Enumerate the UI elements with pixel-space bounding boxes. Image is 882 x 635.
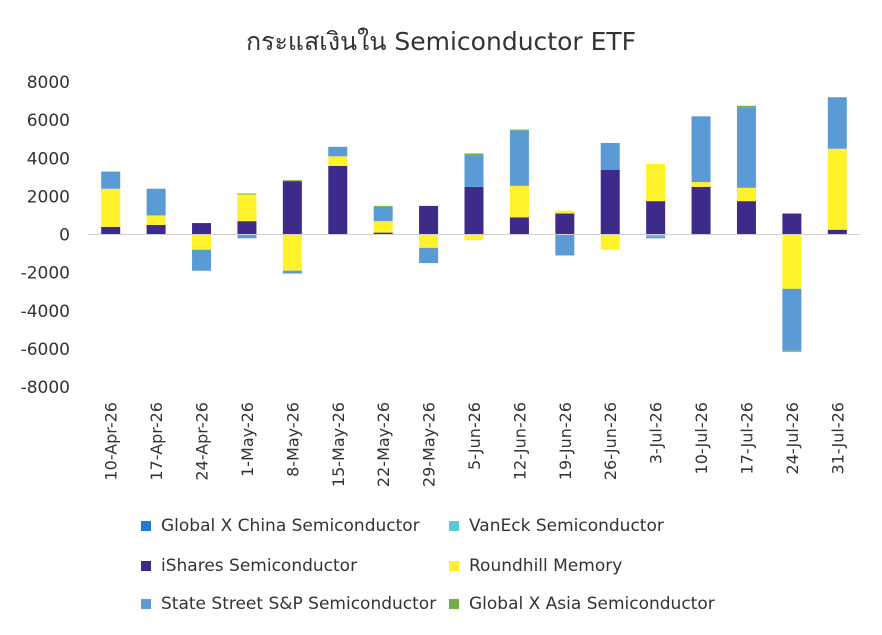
y-tick-label: 8000	[27, 73, 70, 93]
x-tick-label: 1-May-26	[238, 402, 257, 477]
y-tick-label: 0	[59, 226, 70, 246]
bar-segment	[146, 224, 166, 235]
x-tick-label: 3-Jul-26	[647, 402, 666, 464]
bar-segment	[192, 249, 212, 271]
x-tick-label: 10-Apr-26	[102, 402, 121, 481]
bar-segment	[101, 188, 121, 227]
bar-segment	[192, 234, 212, 250]
y-axis: 8000 6000 4000 2000 0 -2000 -4000 -6000 -8000	[21, 73, 70, 398]
bar-segment	[736, 201, 756, 235]
bar-segment	[282, 180, 302, 182]
bar-segment	[146, 215, 166, 225]
x-tick-label: 10-Jul-26	[692, 402, 711, 474]
bar-segment	[600, 169, 620, 235]
bar-segment	[373, 205, 393, 207]
x-tick-label: 8-May-26	[283, 402, 302, 477]
bar-segment	[192, 223, 212, 235]
bar-segment	[646, 201, 666, 235]
bar-segment	[237, 194, 257, 222]
bar-segment	[646, 234, 666, 237]
y-tick-label: 2000	[27, 187, 70, 207]
x-tick-label: 15-May-26	[329, 402, 348, 487]
bar-segment	[555, 210, 575, 214]
bar-segment	[146, 188, 166, 216]
bar-segment	[736, 187, 756, 202]
bar-segment	[464, 186, 484, 235]
bar-segment	[419, 247, 439, 264]
bar-segment	[464, 234, 484, 241]
bar-segment	[646, 163, 666, 202]
bar-segment	[509, 130, 529, 186]
bar-segment	[237, 221, 257, 235]
bar-segment	[101, 171, 121, 189]
bar-segment	[509, 217, 529, 235]
x-tick-label: 19-Jun-26	[556, 402, 575, 480]
bar-segment	[736, 107, 756, 188]
y-tick-label: -2000	[21, 264, 70, 284]
bar-segment	[237, 193, 257, 195]
bar-segment	[827, 148, 847, 230]
bar-segment	[373, 221, 393, 233]
bar-segment	[509, 129, 529, 131]
bar-segment	[691, 182, 711, 187]
bar-segment	[827, 97, 847, 149]
y-tick-label: -4000	[21, 302, 70, 322]
x-tick-label: 12-Jun-26	[510, 402, 529, 480]
bar-segment	[419, 205, 439, 235]
chart-title: กระแสเงินใน Semiconductor ETF	[245, 27, 637, 56]
bar-segment	[827, 229, 847, 235]
x-tick-label: 17-Jul-26	[737, 402, 756, 474]
bar-segment	[691, 116, 711, 183]
bars	[101, 97, 847, 352]
bar-segment	[600, 143, 620, 170]
bar-segment	[237, 234, 257, 239]
bar-segment	[600, 234, 620, 250]
x-tick-label: 5-Jun-26	[465, 402, 484, 470]
x-tick-label: 22-May-26	[374, 402, 393, 487]
bar-segment	[782, 350, 802, 352]
bar-segment	[509, 185, 529, 218]
bar-segment	[736, 105, 756, 108]
x-tick-label: 24-Jul-26	[783, 402, 802, 474]
bar-segment	[282, 181, 302, 235]
y-tick-label: 6000	[27, 111, 70, 131]
x-tick-label: 29-May-26	[420, 402, 439, 487]
bar-segment	[328, 146, 348, 157]
bar-segment	[464, 153, 484, 156]
x-tick-label: 24-Apr-26	[193, 402, 212, 481]
bar-segment	[782, 288, 802, 351]
y-tick-label: 4000	[27, 149, 70, 169]
x-tick-label: 26-Jun-26	[601, 402, 620, 480]
bar-segment	[373, 232, 393, 235]
bar-segment	[328, 156, 348, 166]
bar-segment	[101, 226, 121, 235]
bar-segment	[419, 234, 439, 248]
x-tick-label: 17-Apr-26	[147, 402, 166, 481]
y-tick-label: -8000	[21, 378, 70, 398]
bar-segment	[691, 186, 711, 235]
bar-segment	[782, 234, 802, 289]
y-tick-label: -6000	[21, 340, 70, 360]
bar-segment	[555, 234, 575, 256]
bar-segment	[282, 234, 302, 271]
bar-segment	[464, 155, 484, 187]
x-tick-label: 31-Jul-26	[828, 402, 847, 474]
bar-segment	[373, 206, 393, 222]
bar-segment	[646, 236, 666, 239]
x-axis: 10-Apr-26 17-Apr-26 24-Apr-26 1-May-26 8-May…	[102, 402, 848, 487]
bar-segment	[555, 213, 575, 235]
bar-segment	[282, 270, 302, 274]
bar-segment	[328, 165, 348, 235]
bar-segment	[782, 213, 802, 235]
